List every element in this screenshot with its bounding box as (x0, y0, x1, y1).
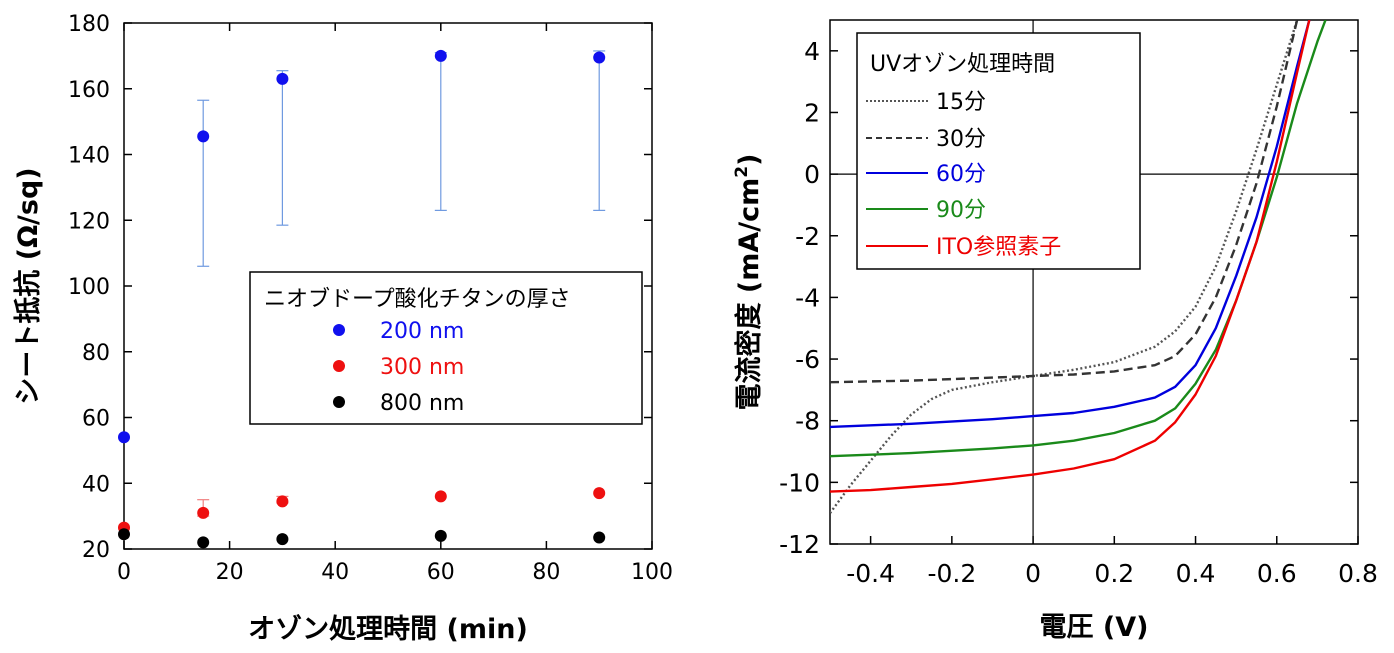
y-tick-label: -6 (795, 345, 820, 374)
y-axis-label-close: ) (734, 154, 765, 166)
y-axis-label: シート抵抗 (Ω/sq) (12, 167, 44, 404)
x-tick-label: 0.6 (1257, 559, 1297, 588)
point-200nm (276, 73, 288, 85)
y-tick-label: 0 (804, 160, 820, 189)
x-tick-label: 0.4 (1176, 559, 1216, 588)
x-tick-label: 20 (216, 560, 244, 585)
legend-label-300nm: 300 nm (380, 355, 464, 380)
jv-curve-chart: -0.4 -0.2 0 0.2 0.4 0.6 0.8 4 2 0 -2 -4 -6 -8 -10 -12 電… (732, 20, 1378, 643)
legend-label-15min: 15分 (936, 90, 986, 115)
y-tick-label: -10 (779, 468, 820, 497)
y-axis-label-superscript: 2 (732, 166, 752, 178)
x-axis-label: 電圧 (V) (1040, 612, 1149, 643)
legend-label-800nm: 800 nm (380, 391, 464, 416)
y-tick-label: 20 (82, 538, 110, 563)
y-tick-label: 40 (82, 472, 110, 497)
y-tick-label: 2 (804, 98, 820, 127)
legend-label-ito: ITO参照素子 (936, 235, 1061, 260)
point-300nm (197, 507, 209, 519)
point-800nm (593, 531, 605, 543)
x-tick-label: 0 (1025, 559, 1041, 588)
x-tick-label: 40 (321, 560, 349, 585)
x-tick-label: 60 (427, 560, 455, 585)
point-200nm (435, 50, 447, 62)
figure-canvas: 0 20 40 60 80 10020406080100120140160180 オゾン処… (0, 0, 1394, 653)
x-axis-label: オゾン処理時間 (min) (248, 613, 528, 645)
y-axis-label: 電流密度 (mA/cm2) (732, 154, 765, 411)
y-tick-label: 60 (82, 407, 110, 432)
x-tick-label: 0.8 (1338, 559, 1378, 588)
y-tick-label: 160 (68, 78, 110, 103)
point-800nm (118, 528, 130, 540)
legend-label-60min: 60分 (936, 162, 986, 187)
y-tick-label: 80 (82, 341, 110, 366)
y-tick-label: -8 (795, 407, 820, 436)
y-tick-label: -4 (795, 283, 820, 312)
x-tick-label: 0 (117, 560, 131, 585)
point-200nm (593, 52, 605, 64)
sheet-resistance-chart: 0 20 40 60 80 100 20 40 60 80 100 120 140 160 180 オゾン処… (12, 12, 673, 645)
legend-label-90min: 90分 (936, 198, 986, 223)
point-800nm (276, 533, 288, 545)
y-tick-label: 100 (68, 275, 110, 300)
point-800nm (197, 536, 209, 548)
legend: UVオゾン処理時間 15分 30分 60分 90分 ITO参照素子 (857, 33, 1140, 269)
y-tick-label: -12 (779, 530, 820, 559)
x-tick-label: 0.2 (1094, 559, 1134, 588)
x-tick-label: 80 (532, 560, 560, 585)
legend-title: UVオゾン処理時間 (870, 52, 1055, 77)
x-tick-label: -0.4 (846, 559, 895, 588)
y-tick-label: 140 (68, 144, 110, 169)
point-200nm (197, 130, 209, 142)
legend-label-200nm: 200 nm (380, 319, 464, 344)
legend-marker-800nm (333, 396, 345, 408)
y-tick-label: 4 (804, 37, 820, 66)
legend-label-30min: 30分 (936, 127, 986, 152)
x-tick-label: 100 (631, 560, 673, 585)
legend-title: ニオブドープ酸化チタンの厚さ (264, 287, 571, 312)
y-axis-label-main: 電流密度 (mA/cm (733, 178, 765, 411)
point-300nm (593, 487, 605, 499)
legend-marker-300nm (333, 360, 345, 372)
point-300nm (276, 495, 288, 507)
y-tick-label: 180 (68, 12, 110, 37)
legend-marker-200nm (333, 324, 345, 336)
point-200nm (118, 431, 130, 443)
legend: ニオブドープ酸化チタンの厚さ 200 nm 300 nm 800 nm (250, 272, 642, 424)
y-tick-label: -2 (795, 222, 820, 251)
point-800nm (435, 530, 447, 542)
x-tick-label: -0.2 (927, 559, 976, 588)
y-tick-label: 120 (68, 209, 110, 234)
point-300nm (435, 490, 447, 502)
